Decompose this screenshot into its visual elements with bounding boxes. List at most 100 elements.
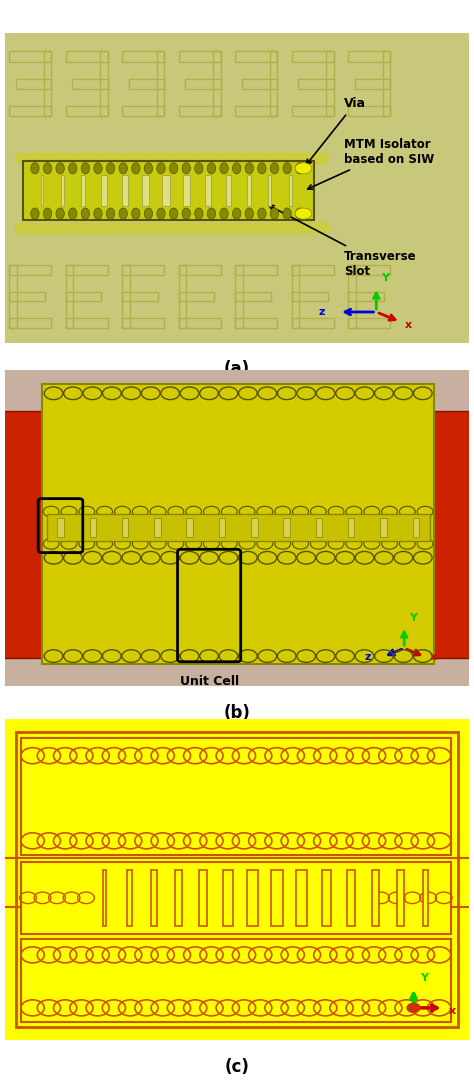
Bar: [251, 518, 257, 537]
Bar: [316, 423, 325, 507]
Bar: [101, 175, 107, 207]
Bar: [119, 493, 173, 507]
Bar: [236, 318, 277, 328]
Ellipse shape: [207, 208, 216, 219]
Bar: [122, 266, 130, 328]
Bar: [226, 175, 231, 207]
Bar: [348, 51, 390, 62]
Bar: [397, 870, 403, 926]
Circle shape: [27, 152, 44, 164]
Bar: [207, 1001, 262, 1010]
Bar: [54, 641, 107, 656]
Bar: [89, 956, 144, 965]
Bar: [236, 51, 277, 62]
Bar: [207, 956, 217, 1010]
Circle shape: [39, 222, 55, 234]
Bar: [156, 796, 203, 809]
Bar: [122, 175, 128, 207]
Circle shape: [289, 222, 305, 234]
Bar: [283, 518, 290, 537]
Bar: [179, 266, 186, 328]
Bar: [9, 266, 17, 328]
Circle shape: [74, 222, 91, 234]
Bar: [236, 106, 277, 117]
Bar: [89, 956, 99, 1010]
Ellipse shape: [295, 162, 304, 174]
Bar: [119, 458, 164, 472]
Ellipse shape: [232, 162, 241, 174]
Bar: [62, 601, 107, 616]
Bar: [292, 292, 328, 302]
Bar: [380, 518, 387, 537]
Bar: [307, 601, 353, 616]
Circle shape: [276, 222, 293, 234]
Bar: [247, 870, 258, 926]
Bar: [268, 175, 271, 207]
Bar: [299, 641, 353, 656]
Ellipse shape: [69, 208, 77, 219]
Bar: [89, 762, 144, 775]
Bar: [66, 318, 108, 328]
Ellipse shape: [195, 208, 203, 219]
Bar: [30, 956, 40, 1010]
Bar: [383, 1001, 438, 1010]
Circle shape: [122, 222, 139, 234]
Bar: [383, 956, 393, 1010]
Circle shape: [295, 208, 312, 219]
Text: z: z: [365, 652, 371, 662]
Text: Y: Y: [409, 613, 417, 623]
Bar: [412, 518, 419, 537]
Bar: [54, 561, 107, 576]
Ellipse shape: [144, 208, 153, 219]
Bar: [199, 870, 208, 926]
Bar: [383, 51, 390, 117]
Bar: [148, 956, 158, 1010]
Circle shape: [51, 222, 67, 234]
Bar: [89, 979, 136, 988]
Bar: [122, 266, 164, 276]
Bar: [41, 175, 43, 207]
Bar: [136, 641, 189, 656]
Ellipse shape: [157, 162, 165, 174]
Bar: [215, 796, 262, 809]
Bar: [184, 423, 194, 507]
Bar: [381, 493, 434, 507]
Bar: [134, 762, 144, 843]
Bar: [298, 78, 334, 89]
Bar: [179, 51, 221, 62]
Ellipse shape: [81, 162, 90, 174]
Bar: [425, 561, 434, 656]
Bar: [292, 318, 334, 328]
Bar: [179, 106, 221, 117]
Ellipse shape: [132, 208, 140, 219]
Circle shape: [86, 152, 103, 164]
Bar: [75, 762, 85, 843]
Bar: [325, 830, 379, 843]
Bar: [184, 458, 230, 472]
Bar: [310, 762, 320, 843]
Circle shape: [264, 152, 282, 164]
Bar: [97, 796, 144, 809]
Bar: [265, 1001, 320, 1010]
Circle shape: [110, 152, 127, 164]
Bar: [57, 518, 64, 537]
Ellipse shape: [283, 208, 292, 219]
Ellipse shape: [207, 162, 216, 174]
Bar: [54, 423, 63, 507]
Circle shape: [407, 1003, 420, 1013]
Bar: [322, 870, 331, 926]
Ellipse shape: [169, 208, 178, 219]
Ellipse shape: [119, 162, 128, 174]
Circle shape: [253, 222, 270, 234]
Bar: [355, 78, 390, 89]
Bar: [292, 51, 334, 62]
Ellipse shape: [94, 162, 102, 174]
Bar: [348, 266, 356, 328]
Bar: [348, 292, 384, 302]
Bar: [9, 51, 51, 62]
Bar: [122, 318, 164, 328]
Bar: [316, 493, 369, 507]
Circle shape: [182, 152, 198, 164]
Circle shape: [39, 152, 55, 164]
Circle shape: [301, 222, 317, 234]
